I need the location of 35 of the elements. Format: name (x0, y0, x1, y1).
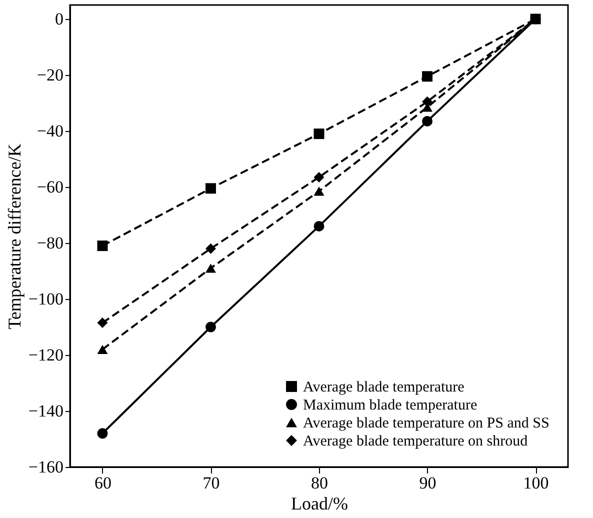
y-tick-label: −40 (36, 122, 64, 140)
point (97, 318, 108, 328)
point (314, 220, 324, 232)
point (97, 428, 108, 439)
point (422, 116, 433, 126)
x-axis-title: Load/% (291, 494, 348, 514)
y-tick-label: −80 (36, 234, 64, 252)
point (314, 128, 324, 140)
y-tick-label: −120 (28, 346, 64, 364)
x-tick-label: 90 (419, 474, 436, 492)
y-tick-label: −60 (36, 178, 64, 196)
point (205, 322, 216, 332)
x-tick-label: 60 (94, 474, 112, 492)
y-tick-label: −140 (28, 402, 64, 420)
point (97, 240, 108, 252)
point (97, 344, 108, 354)
y-tick-label: 0 (55, 10, 64, 28)
point (314, 186, 324, 196)
legend-label: Average blade temperature (303, 380, 465, 396)
point (422, 96, 433, 107)
point (205, 243, 216, 254)
y-axis-title: Temperature difference/K (4, 144, 24, 330)
x-tick-label: 80 (311, 474, 328, 492)
y-tick-label: −20 (36, 66, 64, 84)
y-tick-label: −160 (28, 458, 64, 476)
point (314, 172, 324, 182)
point (205, 264, 216, 273)
point (422, 71, 433, 82)
legend-label: Average blade temperature on shroud (303, 434, 528, 450)
x-tick-label: 100 (523, 474, 549, 492)
y-tick-label: −100 (28, 290, 64, 308)
x-tick-label: 70 (202, 474, 220, 492)
legend-label: Maximum blade temperature (303, 398, 478, 414)
legend-label: Average blade temperature on PS and SS (303, 416, 550, 432)
point (205, 183, 216, 194)
